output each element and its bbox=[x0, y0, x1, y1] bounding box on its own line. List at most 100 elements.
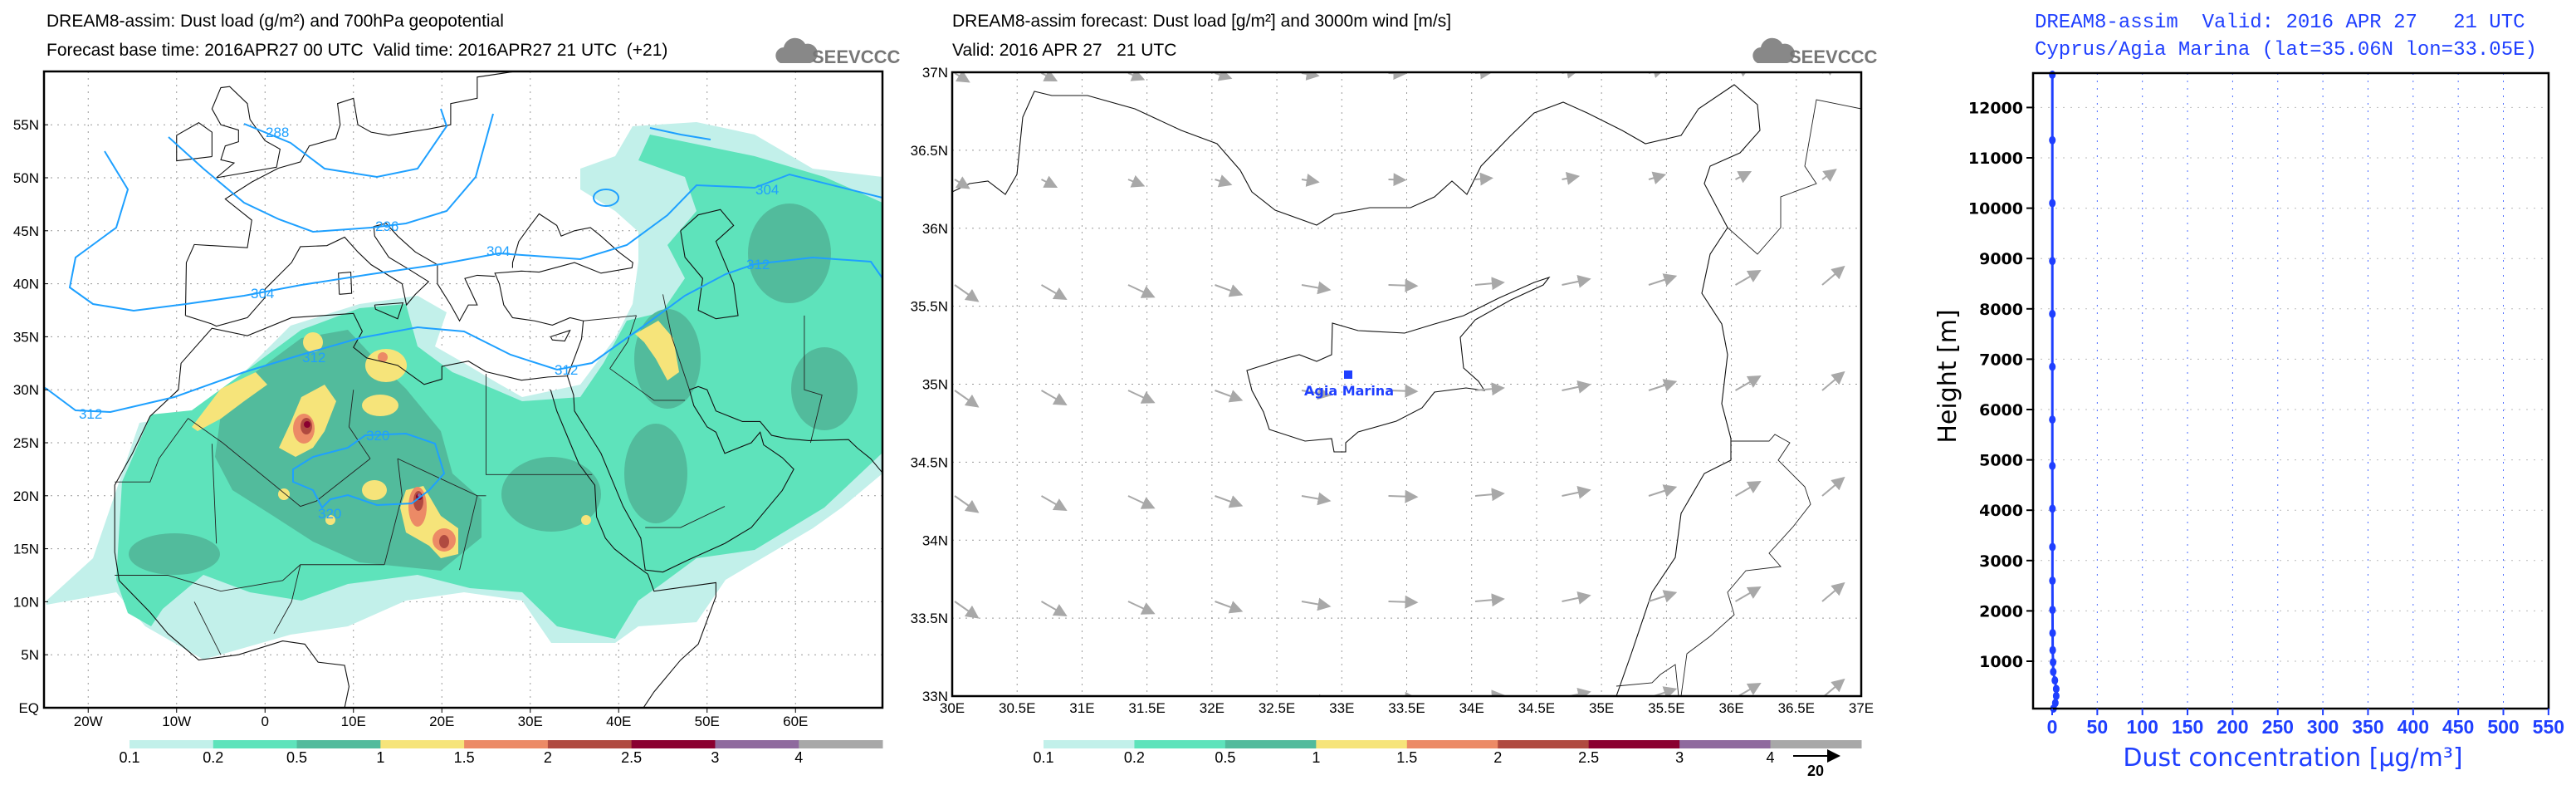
country-border bbox=[486, 374, 593, 475]
y-tick-label: 1000 bbox=[1979, 653, 2023, 671]
profile-data-point bbox=[2050, 658, 2057, 667]
colorbar-label: 0.5 bbox=[286, 749, 307, 766]
profile-grid bbox=[2033, 73, 2549, 709]
lon-label: 33E bbox=[1329, 700, 1354, 716]
colorbar-swatch bbox=[1406, 740, 1498, 748]
contour-label: 288 bbox=[266, 125, 289, 140]
map1-coastlines bbox=[114, 71, 882, 708]
wind-arrow bbox=[1127, 390, 1156, 404]
country-border bbox=[384, 459, 403, 565]
contour-label: 312 bbox=[302, 350, 325, 366]
turkey-levant-coastline bbox=[952, 84, 1761, 696]
wind-arrow bbox=[1821, 169, 1837, 182]
lon-label: 32E bbox=[1200, 700, 1224, 716]
profile-series bbox=[2049, 71, 2060, 713]
wind-arrow bbox=[1388, 489, 1419, 503]
lon-label: 35.5E bbox=[1648, 700, 1684, 716]
x-tick-label: 100 bbox=[2127, 716, 2158, 738]
profile-data-point bbox=[2049, 629, 2056, 638]
lon-label: 35E bbox=[1589, 700, 1614, 716]
wind-arrow bbox=[1562, 380, 1591, 394]
wind-arrow bbox=[1821, 265, 1845, 286]
colorbar-label: 4 bbox=[1767, 749, 1775, 766]
contour-label: 320 bbox=[366, 428, 389, 444]
chart-subtitle: Cyprus/Agia Marina (lat=35.06N lon=33.05… bbox=[2035, 39, 2537, 61]
colorbar-label: 0.5 bbox=[1215, 749, 1235, 766]
country-border bbox=[188, 418, 371, 508]
colorbar-swatch bbox=[1134, 740, 1226, 748]
wind-arrow bbox=[1821, 581, 1845, 602]
cloud-icon bbox=[1752, 37, 1795, 63]
contour-label: 304 bbox=[251, 286, 274, 302]
wind-arrow bbox=[1650, 686, 1678, 696]
lon-label: 50E bbox=[695, 714, 720, 729]
station-marker[interactable] bbox=[1344, 370, 1352, 379]
country-border bbox=[459, 495, 478, 571]
colorbar-swatch bbox=[799, 740, 883, 748]
wind-arrow bbox=[1562, 591, 1591, 605]
contour-320 bbox=[292, 432, 446, 509]
y-tick-label: 5000 bbox=[1979, 452, 2023, 470]
wind-arrow bbox=[1040, 601, 1068, 617]
wind-arrow bbox=[1821, 476, 1845, 497]
country-border bbox=[662, 294, 690, 390]
wind-arrow bbox=[1127, 284, 1156, 298]
wind-arrow bbox=[1566, 688, 1591, 696]
logo-text: SEEVCCC bbox=[1789, 47, 1877, 67]
wind-arrow bbox=[1040, 495, 1068, 512]
colorbar-label: 3 bbox=[711, 749, 719, 766]
y-tick-label: 12000 bbox=[1968, 99, 2023, 117]
x-tick-label: 450 bbox=[2442, 716, 2474, 738]
wind-arrow bbox=[1127, 174, 1146, 188]
wind-arrow bbox=[1301, 492, 1332, 506]
wind-arrow bbox=[1648, 171, 1667, 185]
coastline bbox=[550, 329, 571, 342]
lat-label: 36.5N bbox=[911, 143, 948, 159]
contour-label: 296 bbox=[375, 218, 398, 234]
country-border bbox=[193, 601, 222, 655]
wind-arrow bbox=[1215, 390, 1244, 403]
contour-label: 312 bbox=[746, 257, 770, 272]
y-tick-label: 9000 bbox=[1979, 250, 2023, 268]
wind-arrow bbox=[1648, 484, 1678, 498]
lat-label: 35N bbox=[922, 377, 948, 393]
panel2-title: DREAM8-assim forecast: Dust load [g/m²] … bbox=[952, 12, 1451, 31]
profile-data-point bbox=[2049, 135, 2056, 145]
map2-coastlines bbox=[952, 84, 1861, 696]
lebanon-syria-border bbox=[1680, 434, 1811, 696]
lat-label: 37N bbox=[922, 65, 948, 81]
colorbar-swatch bbox=[380, 740, 465, 748]
colorbar-label: 2.5 bbox=[621, 749, 642, 766]
colorbar-label: 2 bbox=[544, 749, 552, 766]
x-tick-label: 200 bbox=[2217, 716, 2248, 738]
colorbar-label: 1 bbox=[1312, 749, 1320, 766]
chart-title: DREAM8-assim Valid: 2016 APR 27 21 UTC bbox=[2035, 12, 2525, 34]
lat-label: 45N bbox=[13, 223, 39, 239]
x-tick-label: 500 bbox=[2487, 716, 2519, 738]
colorbar-swatch bbox=[631, 740, 716, 748]
profile-data-point bbox=[2049, 542, 2056, 552]
country-border bbox=[115, 418, 188, 483]
lat-label: 50N bbox=[13, 170, 39, 186]
map1-area: 288 296 304 304 304 312 312 312 312 320 … bbox=[44, 71, 882, 708]
wind-arrow bbox=[1301, 386, 1332, 400]
panel1-title: DREAM8-assim: Dust load (g/m²) and 700hP… bbox=[46, 12, 504, 31]
lat-label: 10N bbox=[13, 594, 39, 610]
cloud-icon bbox=[775, 37, 818, 63]
map2-frame bbox=[951, 71, 1863, 698]
wind-arrow bbox=[1822, 678, 1845, 696]
lat-label: 25N bbox=[13, 435, 39, 451]
map1-axis-labels: EQ 5N 10N 15N 20N 25N 30N 35N 40N 45N 50N 55N 20W 10W… bbox=[13, 117, 809, 729]
profile-frame bbox=[2031, 71, 2550, 710]
coastline bbox=[114, 213, 633, 708]
y-tick-label: 3000 bbox=[1979, 552, 2023, 571]
map1-colorbar: 0.1 0.2 0.5 1 1.5 2 2.5 3 4 bbox=[119, 740, 883, 766]
contour-label: 312 bbox=[79, 406, 102, 422]
country-border bbox=[273, 564, 301, 634]
profile-data-point bbox=[2049, 461, 2056, 470]
contour-label: 304 bbox=[755, 182, 779, 198]
panel2-subtitle: Valid: 2016 APR 27 21 UTC bbox=[952, 41, 1176, 60]
wind-arrow bbox=[1474, 277, 1505, 291]
lon-label: 34E bbox=[1459, 700, 1484, 716]
x-tick-label: 250 bbox=[2262, 716, 2294, 738]
